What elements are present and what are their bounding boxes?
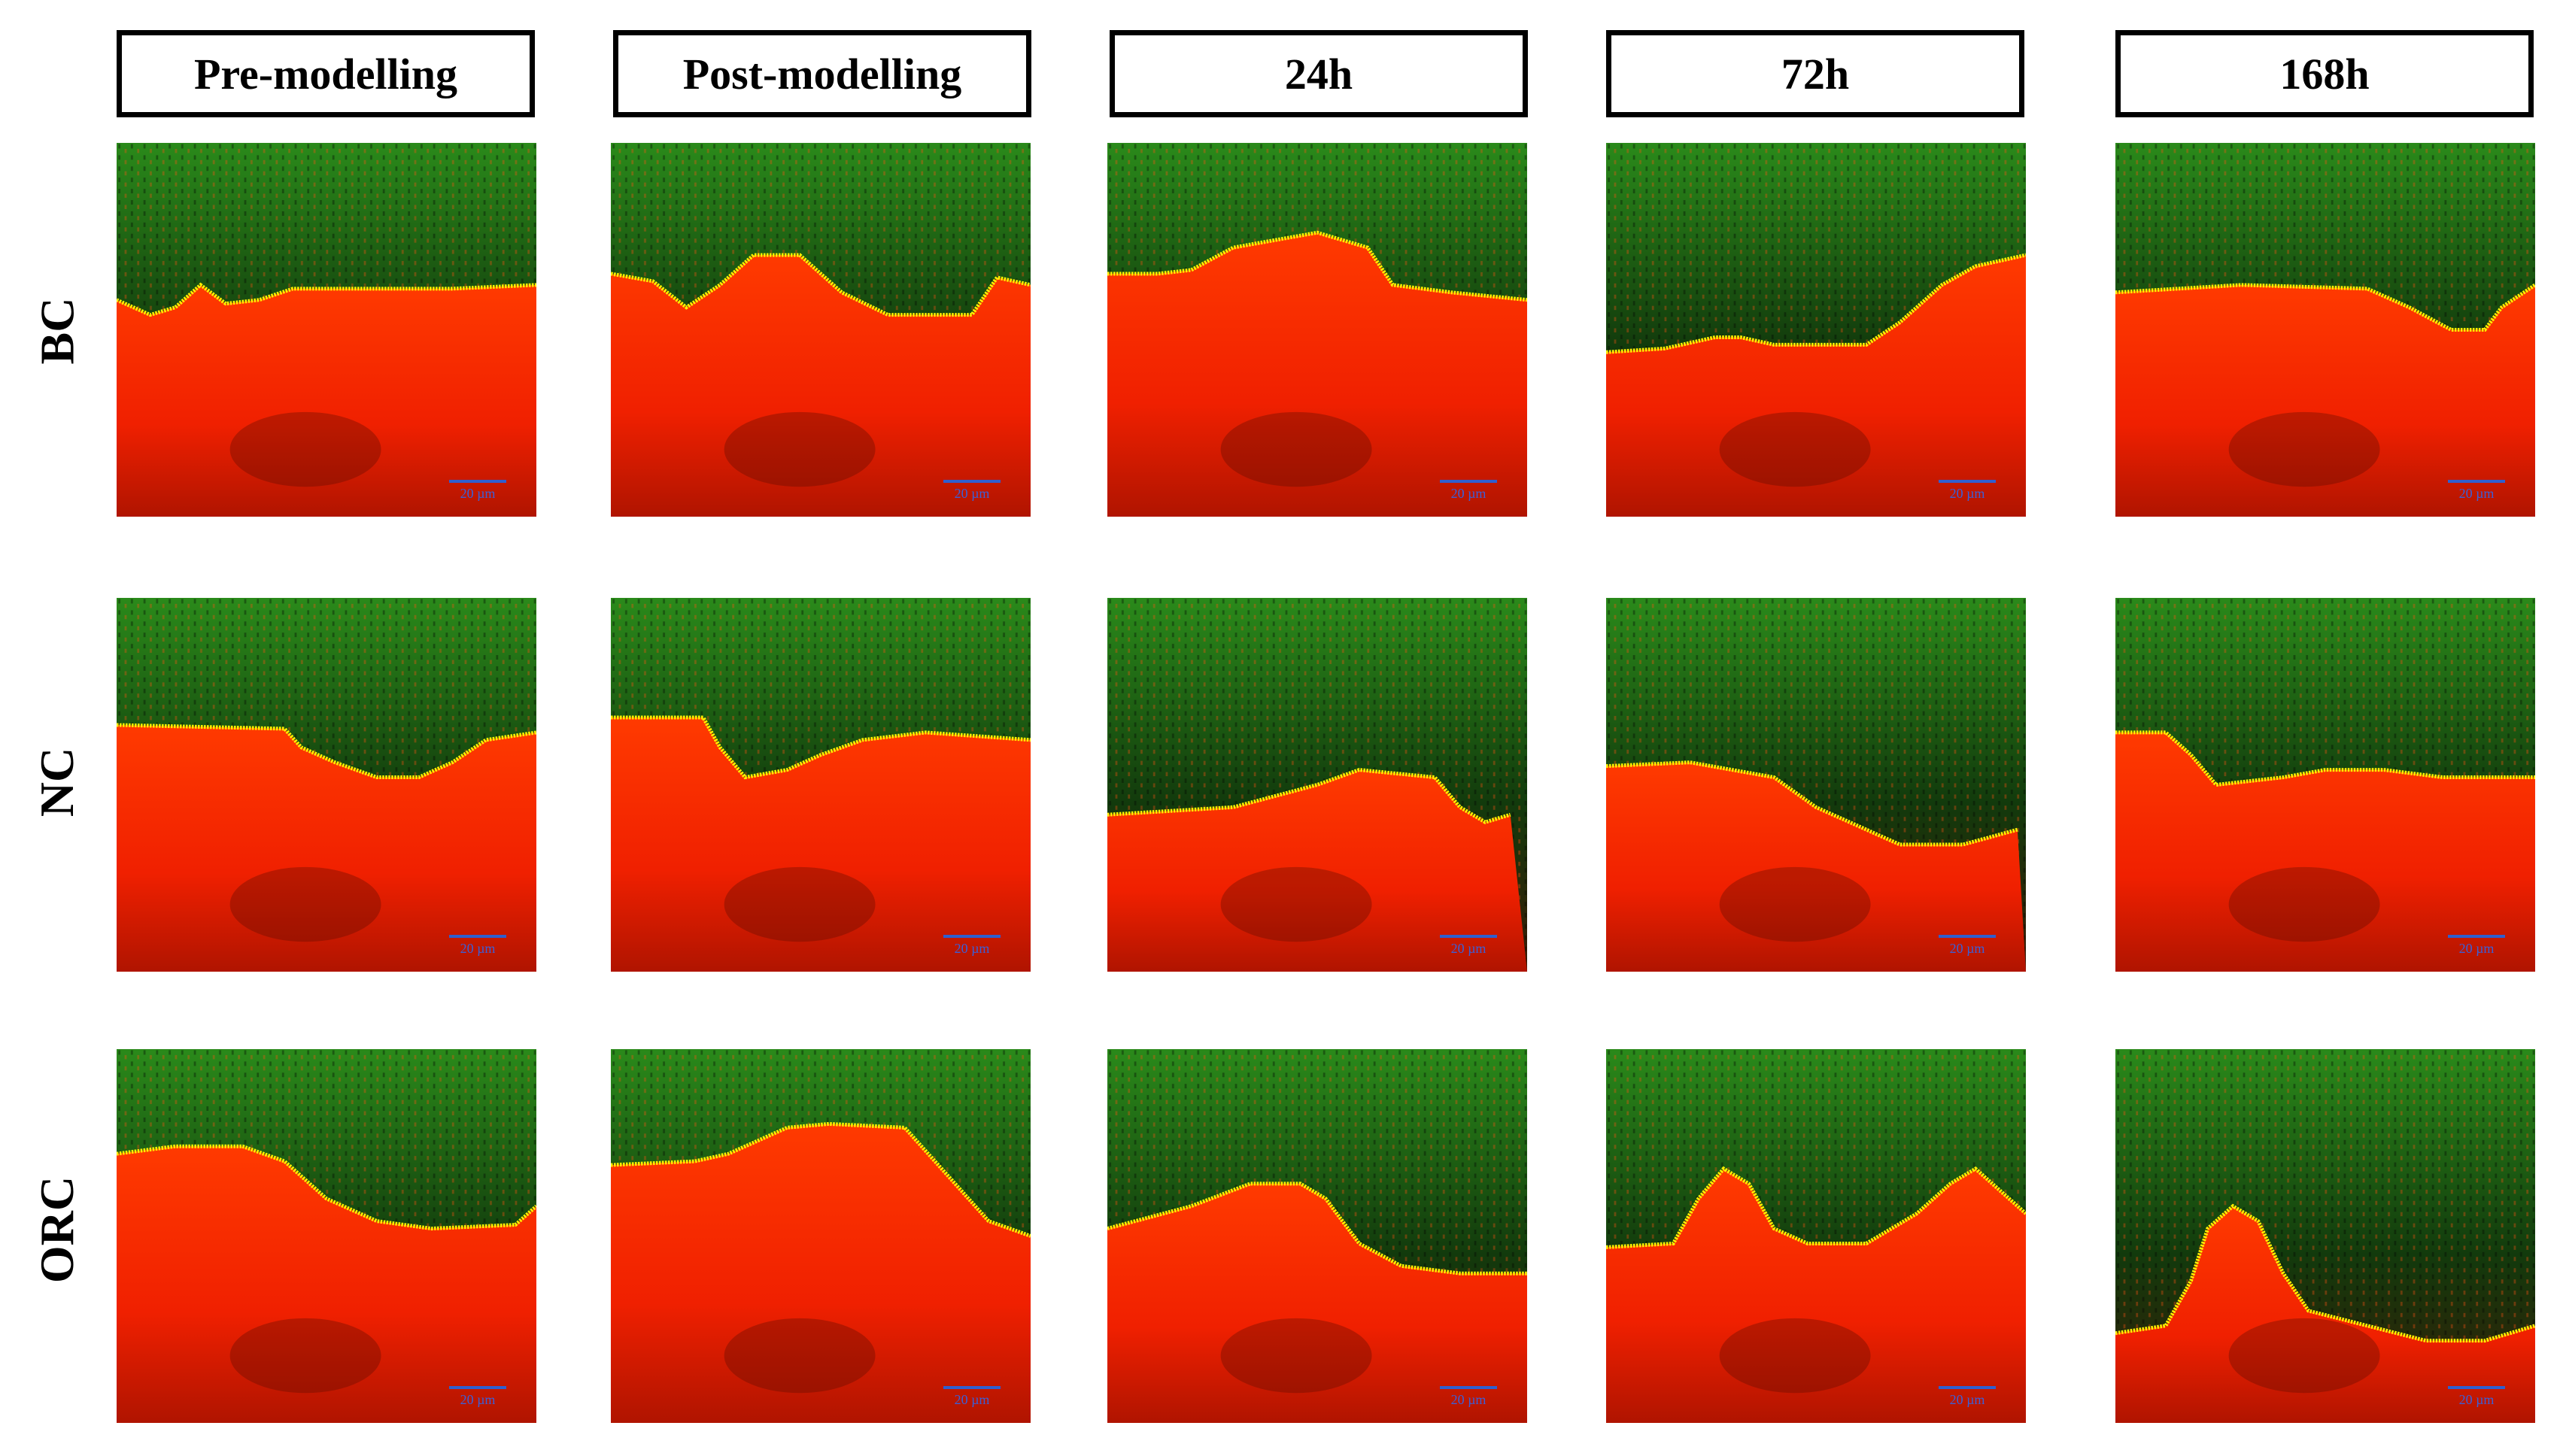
scale-bar-label: 20 µm: [2458, 486, 2495, 501]
scale-bar-label: 20 µm: [954, 486, 990, 501]
column-header-168h: 168h: [2115, 30, 2534, 117]
micrograph-orc-pre-modelling: 20 µm: [117, 1049, 536, 1423]
row-label-orc: ORC: [30, 1175, 84, 1284]
micrograph-image: [611, 1049, 1031, 1423]
micrograph-bc-168h: 20 µm: [2115, 143, 2535, 517]
scale-bar-label: 20 µm: [460, 486, 496, 501]
scale-bar: 20 µm: [1440, 1386, 1497, 1408]
micrograph-image: [1107, 143, 1527, 517]
micrograph-image: [1606, 143, 2026, 517]
scale-bar-label: 20 µm: [1450, 486, 1486, 501]
micrograph-image: [2115, 1049, 2535, 1423]
scale-bar: 20 µm: [1939, 935, 1996, 957]
micrograph-bc-24h: 20 µm: [1107, 143, 1527, 517]
micrograph-nc-post-modelling: 20 µm: [611, 598, 1031, 972]
scale-bar-label: 20 µm: [1949, 1392, 1985, 1407]
micrograph-image: [1107, 598, 1527, 972]
scale-bar: 20 µm: [449, 480, 506, 502]
micrograph-image: [1606, 598, 2026, 972]
scale-bar-label: 20 µm: [460, 1392, 496, 1407]
scale-bar: 20 µm: [943, 935, 1001, 957]
micrograph-orc-72h: 20 µm: [1606, 1049, 2026, 1423]
micrograph-image: [117, 598, 536, 972]
row-label-bc: BC: [30, 297, 84, 365]
scale-bar: 20 µm: [2448, 935, 2505, 957]
micrograph-nc-24h: 20 µm: [1107, 598, 1527, 972]
column-header-post-modelling: Post-modelling: [613, 30, 1031, 117]
micrograph-bc-72h: 20 µm: [1606, 143, 2026, 517]
micrograph-nc-72h: 20 µm: [1606, 598, 2026, 972]
micrograph-image: [117, 1049, 536, 1423]
micrograph-image: [611, 143, 1031, 517]
scale-bar-label: 20 µm: [954, 941, 990, 956]
micrograph-nc-168h: 20 µm: [2115, 598, 2535, 972]
scale-bar: 20 µm: [943, 1386, 1001, 1408]
row-label-nc: NC: [30, 747, 84, 817]
micrograph-orc-168h: 20 µm: [2115, 1049, 2535, 1423]
micrograph-bc-pre-modelling: 20 µm: [117, 143, 536, 517]
column-header-pre-modelling: Pre-modelling: [117, 30, 535, 117]
scale-bar: 20 µm: [1440, 935, 1497, 957]
scale-bar-label: 20 µm: [1450, 1392, 1486, 1407]
micrograph-image: [1606, 1049, 2026, 1423]
micrograph-image: [2115, 143, 2535, 517]
scale-bar-label: 20 µm: [954, 1392, 990, 1407]
scale-bar-label: 20 µm: [2458, 941, 2495, 956]
scale-bar: 20 µm: [449, 1386, 506, 1408]
micrograph-image: [117, 143, 536, 517]
scale-bar: 20 µm: [2448, 1386, 2505, 1408]
scale-bar: 20 µm: [1939, 480, 1996, 502]
micrograph-orc-24h: 20 µm: [1107, 1049, 1527, 1423]
micrograph-bc-post-modelling: 20 µm: [611, 143, 1031, 517]
scale-bar: 20 µm: [1939, 1386, 1996, 1408]
column-header-72h: 72h: [1606, 30, 2024, 117]
scale-bar-label: 20 µm: [460, 941, 496, 956]
scale-bar: 20 µm: [449, 935, 506, 957]
micrograph-nc-pre-modelling: 20 µm: [117, 598, 536, 972]
scale-bar-label: 20 µm: [2458, 1392, 2495, 1407]
scale-bar-label: 20 µm: [1949, 941, 1985, 956]
micrograph-image: [2115, 598, 2535, 972]
scale-bar: 20 µm: [2448, 480, 2505, 502]
micrograph-orc-post-modelling: 20 µm: [611, 1049, 1031, 1423]
micrograph-image: [1107, 1049, 1527, 1423]
micrograph-image: [611, 598, 1031, 972]
column-header-24h: 24h: [1110, 30, 1528, 117]
scale-bar: 20 µm: [1440, 480, 1497, 502]
scale-bar-label: 20 µm: [1450, 941, 1486, 956]
scale-bar-label: 20 µm: [1949, 486, 1985, 501]
scale-bar: 20 µm: [943, 480, 1001, 502]
